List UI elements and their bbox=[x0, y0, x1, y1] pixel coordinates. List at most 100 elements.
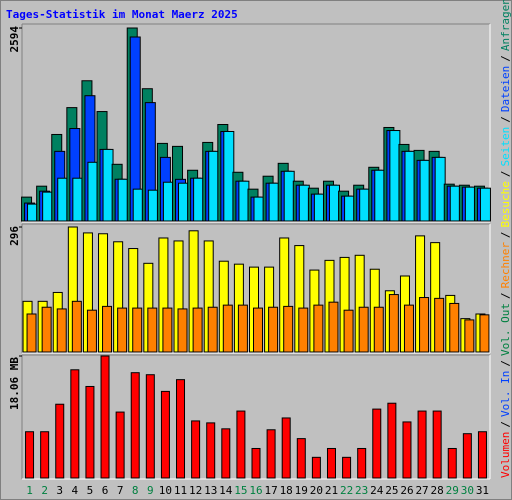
x-tick-label: 29 bbox=[446, 484, 459, 497]
x-tick-label: 31 bbox=[476, 484, 489, 497]
x-tick-label: 24 bbox=[370, 484, 384, 497]
legend-separator: / bbox=[499, 292, 512, 299]
chart-title: Tages-Statistik im Monat Maerz 2025 bbox=[6, 8, 238, 21]
legend-separator: / bbox=[499, 116, 512, 123]
bar bbox=[387, 402, 397, 479]
legend-entry: Rechner bbox=[499, 242, 512, 289]
x-tick-label: 20 bbox=[310, 484, 323, 497]
bar bbox=[417, 410, 427, 479]
y-tick-label: 2594 bbox=[8, 26, 21, 53]
x-tick-label: 4 bbox=[72, 484, 79, 497]
bar bbox=[221, 428, 231, 479]
bar bbox=[266, 429, 276, 479]
bar bbox=[42, 191, 54, 222]
legend: Volumen / Vol. In / Vol. Out / Rechner / Besuche… bbox=[499, 0, 512, 478]
bar bbox=[328, 301, 339, 353]
bar bbox=[374, 169, 386, 222]
bar bbox=[132, 307, 143, 353]
bar bbox=[130, 372, 140, 479]
x-tick-label: 12 bbox=[189, 484, 202, 497]
x-tick-label: 28 bbox=[431, 484, 444, 497]
x-tick-label: 6 bbox=[102, 484, 109, 497]
bar bbox=[298, 184, 310, 222]
bar bbox=[372, 408, 382, 479]
x-tick-label: 16 bbox=[249, 484, 262, 497]
x-tick-label: 21 bbox=[325, 484, 338, 497]
bar bbox=[102, 148, 114, 222]
x-tick-label: 15 bbox=[234, 484, 247, 497]
legend-separator: / bbox=[499, 360, 512, 367]
x-tick-label: 13 bbox=[204, 484, 217, 497]
bar bbox=[223, 130, 235, 222]
bar bbox=[193, 177, 205, 222]
x-tick-label: 22 bbox=[340, 484, 353, 497]
bar bbox=[145, 374, 155, 479]
bar bbox=[238, 180, 250, 222]
bar bbox=[419, 297, 430, 353]
x-tick-label: 5 bbox=[87, 484, 94, 497]
bar bbox=[268, 306, 279, 353]
bar bbox=[206, 422, 216, 479]
bar bbox=[449, 302, 460, 353]
bar bbox=[176, 379, 186, 479]
legend-entry: Vol. Out bbox=[499, 303, 512, 356]
bar bbox=[477, 431, 487, 479]
bar bbox=[404, 150, 416, 222]
legend-entry: Dateien bbox=[499, 66, 512, 112]
bar bbox=[313, 193, 325, 222]
bar bbox=[207, 306, 218, 353]
bar bbox=[132, 188, 144, 222]
bar bbox=[236, 410, 246, 479]
y-tick-label: 296 bbox=[8, 226, 21, 246]
x-tick-label: 17 bbox=[264, 484, 277, 497]
bar bbox=[192, 307, 203, 353]
bar bbox=[208, 150, 220, 222]
bar bbox=[253, 196, 265, 222]
x-tick-label: 27 bbox=[415, 484, 428, 497]
bar bbox=[344, 195, 356, 222]
bar bbox=[373, 306, 384, 353]
bar bbox=[432, 410, 442, 479]
bar bbox=[41, 306, 52, 353]
y-tick-label: 18.06 MB bbox=[8, 357, 21, 410]
x-tick-label: 2 bbox=[41, 484, 48, 497]
legend-separator: / bbox=[499, 421, 512, 428]
bar bbox=[115, 411, 125, 479]
bar bbox=[222, 304, 233, 353]
bar bbox=[357, 447, 367, 479]
x-tick-label: 18 bbox=[280, 484, 293, 497]
legend-entry: Seiten bbox=[499, 127, 512, 167]
bar bbox=[102, 305, 113, 353]
bar bbox=[403, 304, 414, 353]
bar bbox=[342, 456, 352, 479]
bar bbox=[313, 304, 324, 353]
legend-separator: / bbox=[499, 170, 512, 177]
bar bbox=[117, 178, 129, 222]
bar bbox=[326, 447, 336, 479]
bar bbox=[328, 184, 340, 222]
bar bbox=[311, 456, 321, 479]
bar bbox=[434, 297, 445, 353]
x-tick-label: 14 bbox=[219, 484, 233, 497]
bar bbox=[27, 203, 39, 222]
legend-entry: Volumen bbox=[499, 432, 512, 478]
bar bbox=[162, 181, 174, 222]
bar bbox=[464, 186, 476, 222]
bar bbox=[359, 188, 371, 222]
bar bbox=[57, 177, 69, 222]
bar bbox=[283, 170, 295, 222]
x-tick-label: 10 bbox=[159, 484, 172, 497]
bar bbox=[87, 161, 99, 222]
bar bbox=[449, 185, 461, 222]
bar bbox=[388, 294, 399, 353]
bar bbox=[147, 189, 159, 222]
bar bbox=[358, 306, 369, 353]
x-tick-label: 25 bbox=[385, 484, 398, 497]
bar bbox=[55, 403, 65, 479]
legend-separator: / bbox=[499, 231, 512, 238]
x-tick-label: 7 bbox=[117, 484, 124, 497]
bar bbox=[71, 300, 82, 353]
bar bbox=[162, 307, 173, 353]
bar bbox=[434, 156, 446, 222]
